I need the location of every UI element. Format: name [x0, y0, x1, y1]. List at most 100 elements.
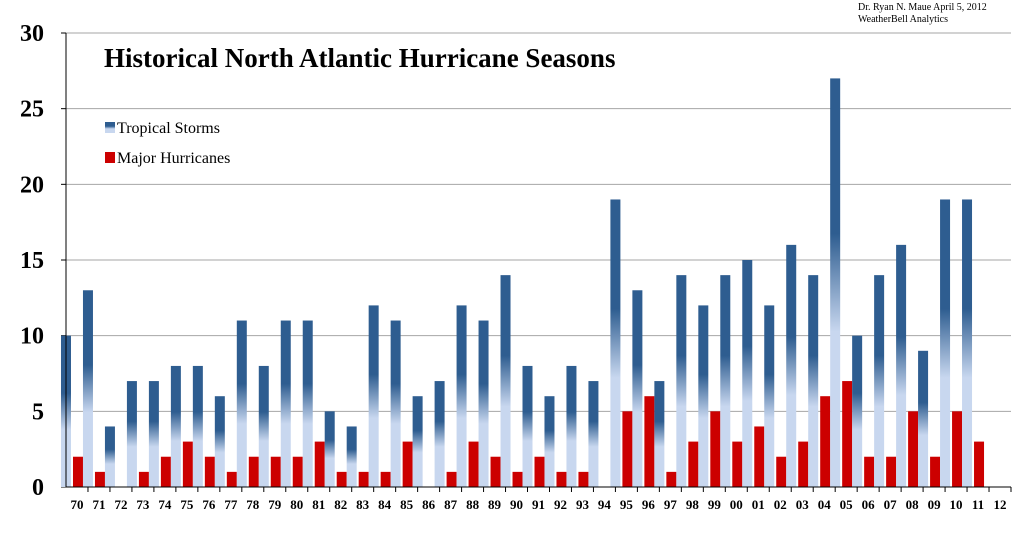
- bar-major-hurricanes: [644, 396, 655, 487]
- x-tick-label: 10: [950, 497, 963, 512]
- bar-major-hurricanes: [952, 411, 963, 487]
- x-tick-label: 00: [730, 497, 743, 512]
- x-tick-label: 11: [972, 497, 984, 512]
- x-tick-label: 91: [532, 497, 545, 512]
- bar-tropical-storms: [940, 199, 951, 487]
- bar-major-hurricanes: [842, 381, 853, 487]
- credit-author-date: Dr. Ryan N. Maue April 5, 2012: [858, 2, 987, 13]
- x-tick-label: 90: [510, 497, 523, 512]
- y-tick-label: 20: [20, 172, 44, 198]
- bar-major-hurricanes: [798, 441, 809, 487]
- x-tick-label: 05: [840, 497, 854, 512]
- x-tick-label: 77: [224, 497, 238, 512]
- bar-tropical-storms: [104, 426, 115, 487]
- x-tick-label: 74: [158, 497, 172, 512]
- bar-major-hurricanes: [138, 471, 149, 487]
- bar-tropical-storms: [588, 381, 599, 487]
- x-tick-label: 73: [136, 497, 150, 512]
- x-tick-label: 12: [994, 497, 1007, 512]
- x-tick-label: 83: [356, 497, 370, 512]
- bar-major-hurricanes: [182, 441, 193, 487]
- bar-major-hurricanes: [292, 456, 303, 487]
- bar-major-hurricanes: [380, 471, 391, 487]
- bar-major-hurricanes: [908, 411, 919, 487]
- bar-tropical-storms: [896, 244, 907, 487]
- x-tick-label: 02: [774, 497, 787, 512]
- bar-tropical-storms: [148, 381, 159, 487]
- x-tick-label: 80: [290, 497, 303, 512]
- bar-tropical-storms: [962, 199, 973, 487]
- x-tick-label: 82: [334, 497, 347, 512]
- bar-major-hurricanes: [886, 456, 897, 487]
- bar-tropical-storms: [346, 426, 357, 487]
- x-axis-ticks: 70 71 72 73 74 75 76 77 78 79 80 81 82 83 84 85 86 87 88 89…: [70, 487, 1012, 512]
- legend: Tropical Storms Major Hurricanes: [105, 120, 230, 167]
- x-tick-label: 84: [378, 497, 392, 512]
- bar-tropical-storms: [632, 290, 643, 487]
- bar-tropical-storms: [434, 381, 445, 487]
- bar-tropical-storms: [456, 305, 467, 487]
- bar-major-hurricanes: [754, 426, 765, 487]
- x-tick-label: 06: [862, 497, 876, 512]
- bar-tropical-storms: [720, 275, 731, 487]
- bar-major-hurricanes: [490, 456, 501, 487]
- x-tick-label: 70: [70, 497, 83, 512]
- bar-tropical-storms: [412, 396, 423, 487]
- bar-major-hurricanes: [94, 471, 105, 487]
- x-tick-label: 86: [422, 497, 436, 512]
- bar-tropical-storms: [368, 305, 379, 487]
- bar-tropical-storms: [808, 275, 819, 487]
- legend-swatch-major-hurricanes: [105, 152, 115, 163]
- x-tick-label: 01: [752, 497, 765, 512]
- x-tick-label: 78: [246, 497, 260, 512]
- bar-major-hurricanes: [468, 441, 479, 487]
- bar-tropical-storms: [830, 78, 841, 488]
- x-tick-label: 09: [928, 497, 942, 512]
- legend-swatch-tropical-storms: [105, 122, 115, 133]
- bar-tropical-storms: [82, 290, 93, 487]
- x-tick-label: 75: [180, 497, 194, 512]
- bars: [60, 78, 985, 488]
- bar-tropical-storms: [544, 396, 555, 487]
- bar-major-hurricanes: [776, 456, 787, 487]
- bar-tropical-storms: [764, 305, 775, 487]
- x-tick-label: 76: [202, 497, 216, 512]
- x-tick-label: 07: [884, 497, 898, 512]
- x-tick-label: 87: [444, 497, 458, 512]
- y-tick-label: 5: [32, 399, 44, 425]
- x-tick-label: 79: [268, 497, 282, 512]
- bar-major-hurricanes: [402, 441, 413, 487]
- y-tick-label: 25: [20, 97, 44, 123]
- y-axis-ticks: 0 5 10 15 20 25 30: [20, 21, 66, 501]
- bar-tropical-storms: [258, 365, 269, 487]
- gridlines: [66, 32, 1011, 412]
- bar-tropical-storms: [786, 244, 797, 487]
- chart-title: Historical North Atlantic Hurricane Seas…: [104, 43, 615, 73]
- y-tick-label: 10: [20, 324, 44, 350]
- bar-major-hurricanes: [248, 456, 259, 487]
- bar-major-hurricanes: [314, 441, 325, 487]
- bar-major-hurricanes: [666, 471, 677, 487]
- bar-tropical-storms: [390, 320, 401, 487]
- bar-major-hurricanes: [578, 471, 589, 487]
- x-tick-label: 89: [488, 497, 502, 512]
- bar-major-hurricanes: [974, 441, 985, 487]
- bar-tropical-storms: [170, 365, 181, 487]
- x-tick-label: 08: [906, 497, 920, 512]
- bar-tropical-storms: [610, 199, 621, 487]
- x-tick-label: 04: [818, 497, 832, 512]
- bar-tropical-storms: [192, 365, 203, 487]
- bar-tropical-storms: [324, 411, 335, 487]
- bar-major-hurricanes: [820, 396, 831, 487]
- bar-major-hurricanes: [512, 471, 523, 487]
- bar-tropical-storms: [654, 381, 665, 487]
- y-tick-label: 30: [20, 21, 44, 47]
- bar-tropical-storms: [214, 396, 225, 487]
- legend-label-major-hurricanes: Major Hurricanes: [117, 150, 230, 167]
- bar-tropical-storms: [280, 320, 291, 487]
- bar-major-hurricanes: [930, 456, 941, 487]
- bar-major-hurricanes: [446, 471, 457, 487]
- bar-tropical-storms: [566, 365, 577, 487]
- bar-major-hurricanes: [864, 456, 875, 487]
